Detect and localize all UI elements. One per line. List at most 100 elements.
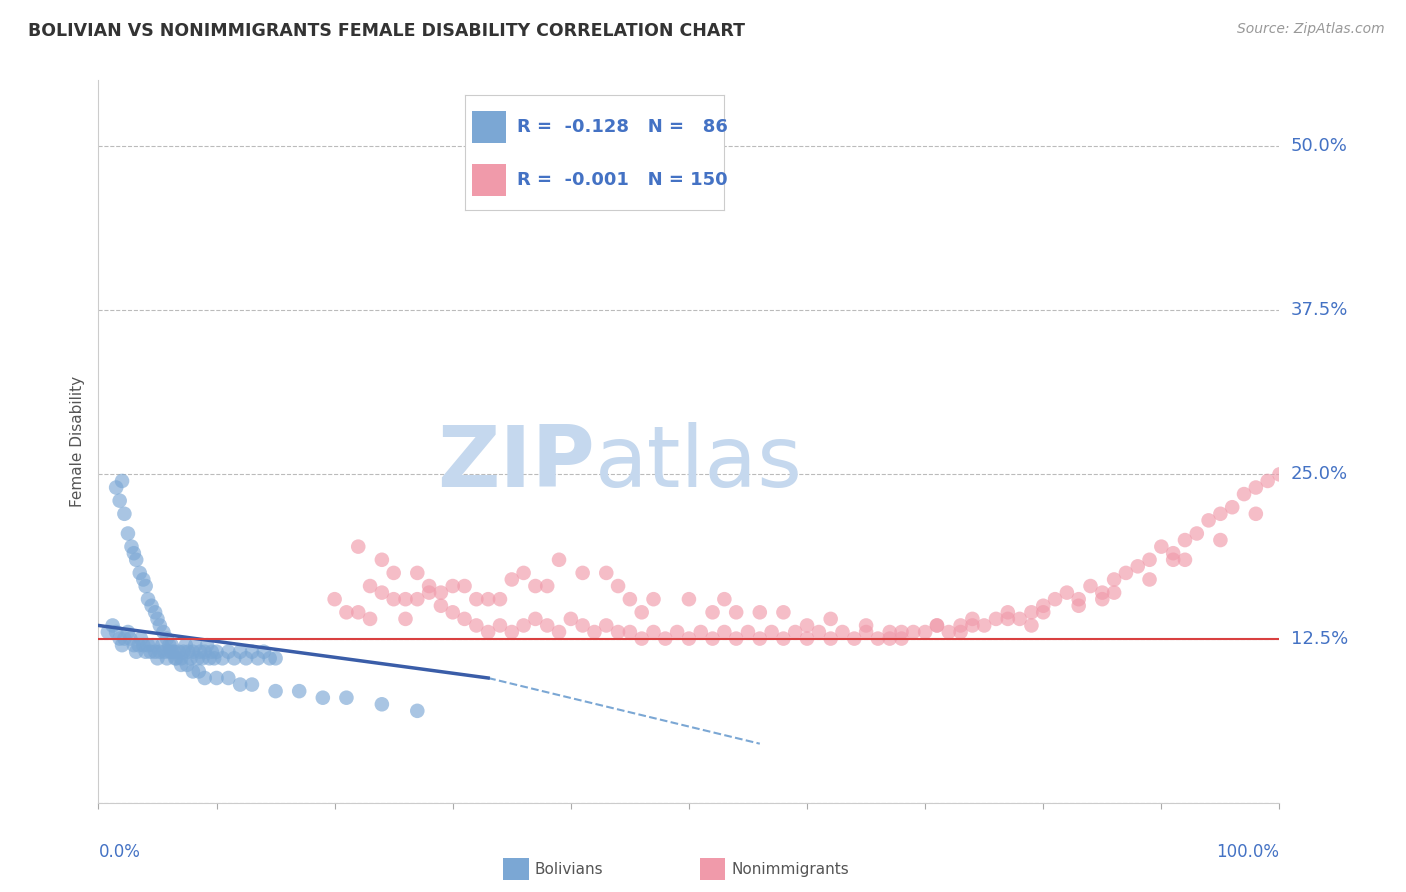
Point [406, 592, 429, 607]
Point [643, 625, 665, 640]
Point [111, 638, 134, 652]
Point [713, 625, 735, 640]
Point [890, 632, 912, 646]
Point [465, 592, 488, 607]
Point [1091, 585, 1114, 599]
Point [335, 605, 357, 619]
Point [117, 526, 139, 541]
Point [191, 651, 214, 665]
Text: Bolivians: Bolivians [534, 863, 603, 877]
Point [181, 645, 204, 659]
Point [1220, 500, 1243, 515]
Point [607, 625, 630, 640]
Point [253, 645, 276, 659]
Point [312, 690, 335, 705]
Y-axis label: Female Disability: Female Disability [70, 376, 86, 508]
Point [117, 625, 139, 640]
Point [194, 671, 217, 685]
Point [1067, 592, 1090, 607]
Point [890, 625, 912, 640]
Point [879, 632, 901, 646]
Point [129, 632, 152, 646]
Point [689, 625, 711, 640]
Point [149, 618, 172, 632]
Point [121, 540, 143, 554]
Point [748, 605, 770, 619]
Point [595, 566, 617, 580]
Point [949, 625, 972, 640]
Point [666, 625, 689, 640]
Point [903, 625, 925, 640]
Point [229, 677, 252, 691]
Point [453, 579, 475, 593]
Point [112, 507, 135, 521]
Point [536, 579, 558, 593]
Point [174, 638, 197, 652]
Point [1209, 507, 1232, 521]
Point [595, 618, 617, 632]
Point [187, 651, 209, 665]
Point [785, 625, 807, 640]
Point [132, 573, 155, 587]
Point [229, 645, 252, 659]
Point [962, 612, 984, 626]
Point [264, 651, 287, 665]
Point [418, 579, 440, 593]
Point [430, 585, 453, 599]
Point [211, 651, 233, 665]
Point [136, 592, 159, 607]
Point [938, 625, 960, 640]
Point [1268, 467, 1291, 482]
Point [394, 592, 416, 607]
Point [165, 651, 187, 665]
Point [820, 612, 842, 626]
Point [108, 632, 131, 646]
Point [560, 612, 582, 626]
Point [187, 665, 209, 679]
Text: 100.0%: 100.0% [1216, 843, 1279, 861]
Point [949, 618, 972, 632]
Point [141, 599, 163, 613]
Point [132, 638, 155, 652]
Point [925, 618, 948, 632]
Point [524, 579, 547, 593]
Point [156, 651, 179, 665]
Text: Nonimmigrants: Nonimmigrants [731, 863, 849, 877]
Point [1257, 474, 1279, 488]
Point [111, 474, 134, 488]
Point [619, 592, 641, 607]
Text: BOLIVIAN VS NONIMMIGRANTS FEMALE DISABILITY CORRELATION CHART: BOLIVIAN VS NONIMMIGRANTS FEMALE DISABIL… [28, 22, 745, 40]
Point [105, 625, 128, 640]
Point [202, 651, 225, 665]
Point [139, 645, 162, 659]
Text: atlas: atlas [595, 422, 803, 505]
Point [170, 651, 193, 665]
Point [548, 553, 571, 567]
Point [150, 638, 173, 652]
Point [122, 638, 145, 652]
Point [198, 651, 221, 665]
Point [453, 612, 475, 626]
Point [335, 690, 357, 705]
Point [536, 618, 558, 632]
Point [630, 605, 652, 619]
Point [153, 645, 176, 659]
Point [831, 625, 853, 640]
Point [973, 618, 995, 632]
Point [1102, 573, 1125, 587]
Point [607, 579, 630, 593]
Point [1126, 559, 1149, 574]
Point [160, 645, 183, 659]
Point [1161, 546, 1184, 560]
Point [156, 632, 179, 646]
Point [1198, 513, 1220, 527]
Point [142, 638, 165, 652]
Point [181, 665, 204, 679]
Point [866, 632, 889, 646]
Point [1174, 553, 1197, 567]
Point [323, 592, 346, 607]
Point [1139, 553, 1161, 567]
Point [1209, 533, 1232, 547]
Point [112, 632, 135, 646]
Point [108, 493, 131, 508]
